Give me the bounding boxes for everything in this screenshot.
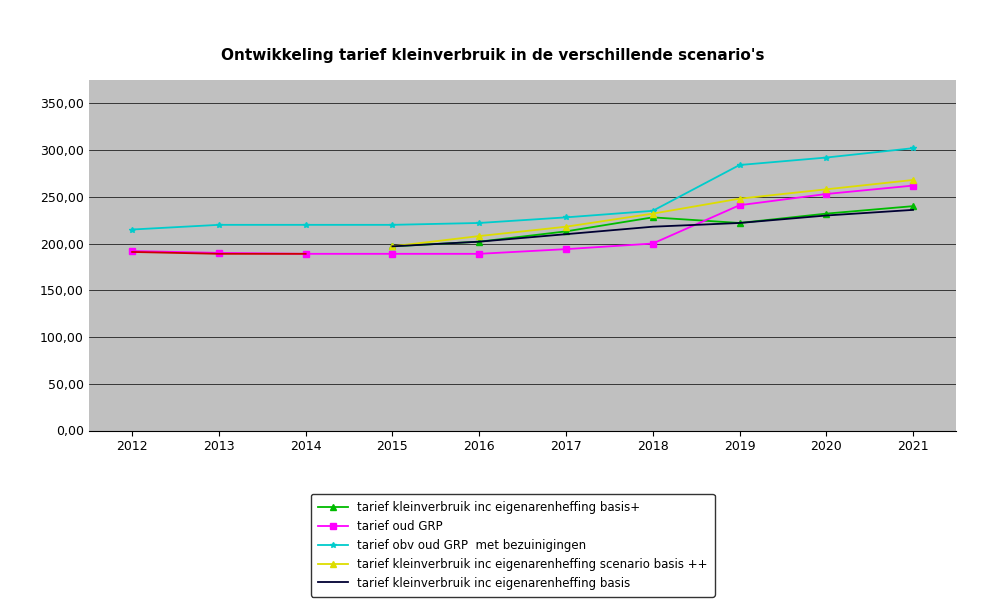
tarief obv oud GRP  met bezuinigingen bbox=[387, 221, 398, 229]
Text: Ontwikkeling tarief kleinverbruik in de verschillende scenario's: Ontwikkeling tarief kleinverbruik in de … bbox=[221, 48, 765, 63]
tarief oud GRP bbox=[300, 250, 312, 258]
tarief kleinverbruik inc eigenarenheffing basis+ bbox=[647, 213, 659, 221]
tarief kleinverbruik inc eigenarenheffing basis bbox=[473, 238, 485, 245]
tarief oud GRP bbox=[820, 190, 832, 197]
tarief obv oud GRP  met bezuinigingen bbox=[734, 161, 745, 169]
tarief kleinverbruik inc eigenarenheffing basis bbox=[907, 206, 919, 213]
Line: tarief oud GRP: tarief oud GRP bbox=[129, 183, 916, 256]
tarief obv oud GRP  met bezuinigingen bbox=[560, 213, 572, 221]
Line: tarief kleinverbruik inc eigenarenheffing basis: tarief kleinverbruik inc eigenarenheffin… bbox=[392, 210, 913, 247]
tarief obv oud GRP  met bezuinigingen bbox=[473, 220, 485, 227]
tarief kleinverbruik inc eigenarenheffing scenario basis ++ bbox=[387, 243, 398, 250]
tarief obv oud GRP  met bezuinigingen bbox=[647, 207, 659, 215]
tarief oud GRP bbox=[560, 245, 572, 253]
Line: tarief kleinverbruik inc eigenarenheffing basis+: tarief kleinverbruik inc eigenarenheffin… bbox=[389, 204, 916, 249]
tarief oud GRP bbox=[647, 240, 659, 247]
tarief kleinverbruik inc eigenarenheffing scenario basis ++ bbox=[907, 177, 919, 184]
tarief obv oud GRP  met bezuinigingen bbox=[820, 154, 832, 161]
Legend: tarief kleinverbruik inc eigenarenheffing basis+, tarief oud GRP, tarief obv oud: tarief kleinverbruik inc eigenarenheffin… bbox=[311, 494, 715, 597]
tarief kleinverbruik inc eigenarenheffing basis+ bbox=[473, 238, 485, 245]
tarief kleinverbruik inc eigenarenheffing basis bbox=[820, 212, 832, 219]
tarief kleinverbruik inc eigenarenheffing scenario basis ++ bbox=[647, 210, 659, 217]
tarief obv oud GRP  met bezuinigingen bbox=[907, 145, 919, 152]
tarief oud GRP bbox=[907, 182, 919, 189]
tarief kleinverbruik inc eigenarenheffing scenario basis ++ bbox=[734, 195, 745, 202]
tarief obv oud GRP  met bezuinigingen bbox=[126, 226, 138, 233]
tarief oud GRP bbox=[213, 249, 225, 256]
tarief oud GRP bbox=[473, 250, 485, 258]
tarief kleinverbruik inc eigenarenheffing basis bbox=[647, 223, 659, 231]
tarief kleinverbruik inc eigenarenheffing basis+ bbox=[907, 202, 919, 210]
tarief oud GRP bbox=[734, 202, 745, 209]
tarief kleinverbruik inc eigenarenheffing basis bbox=[387, 243, 398, 250]
tarief obv oud GRP  met bezuinigingen bbox=[213, 221, 225, 229]
tarief kleinverbruik inc eigenarenheffing scenario basis ++ bbox=[473, 232, 485, 240]
tarief kleinverbruik inc eigenarenheffing basis+ bbox=[734, 220, 745, 227]
tarief kleinverbruik inc eigenarenheffing basis bbox=[560, 231, 572, 238]
tarief kleinverbruik inc eigenarenheffing basis+ bbox=[820, 210, 832, 217]
Line: tarief obv oud GRP  met bezuinigingen: tarief obv oud GRP met bezuinigingen bbox=[129, 145, 916, 232]
Line: tarief kleinverbruik inc eigenarenheffing scenario basis ++: tarief kleinverbruik inc eigenarenheffin… bbox=[389, 177, 916, 249]
tarief obv oud GRP  met bezuinigingen bbox=[300, 221, 312, 229]
tarief kleinverbruik inc eigenarenheffing scenario basis ++ bbox=[560, 223, 572, 231]
tarief oud GRP bbox=[387, 250, 398, 258]
tarief kleinverbruik inc eigenarenheffing basis+ bbox=[387, 243, 398, 250]
tarief kleinverbruik inc eigenarenheffing basis bbox=[734, 220, 745, 227]
tarief kleinverbruik inc eigenarenheffing basis+ bbox=[560, 228, 572, 235]
tarief kleinverbruik inc eigenarenheffing scenario basis ++ bbox=[820, 186, 832, 193]
tarief oud GRP bbox=[126, 247, 138, 255]
